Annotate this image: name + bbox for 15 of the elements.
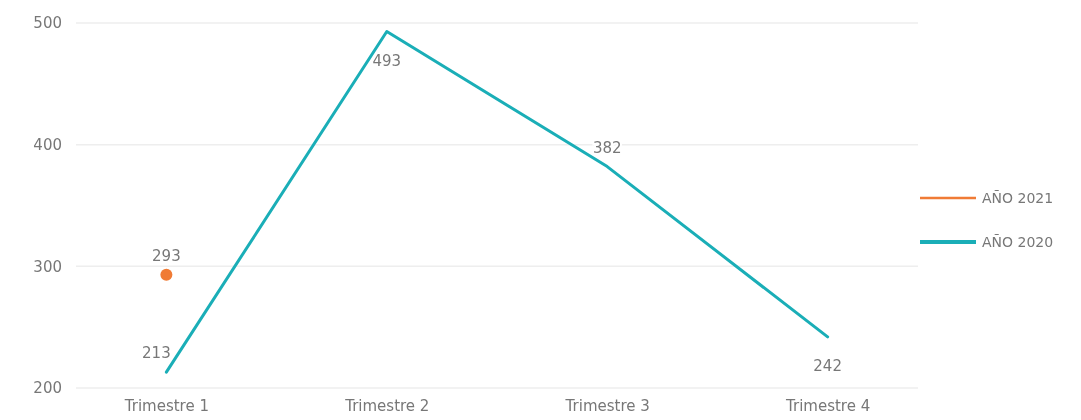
y-tick-label: 300 bbox=[33, 257, 62, 276]
data-label: 213 bbox=[142, 344, 171, 363]
x-tick-label: Trimestre 1 bbox=[123, 396, 209, 415]
x-tick-label: Trimestre 2 bbox=[344, 396, 430, 415]
y-tick-label: 200 bbox=[33, 379, 62, 398]
legend-label: AÑO 2021 bbox=[982, 190, 1054, 206]
x-tick-label: Trimestre 4 bbox=[785, 396, 871, 415]
y-tick-label: 500 bbox=[33, 14, 62, 33]
data-label: 293 bbox=[152, 246, 181, 265]
legend-label: AÑO 2020 bbox=[982, 234, 1054, 250]
x-tick-label: Trimestre 3 bbox=[564, 396, 650, 415]
y-tick-label: 400 bbox=[33, 135, 62, 154]
data-label: 242 bbox=[813, 356, 842, 375]
data-label: 493 bbox=[372, 51, 402, 70]
data-label: 382 bbox=[592, 138, 622, 157]
